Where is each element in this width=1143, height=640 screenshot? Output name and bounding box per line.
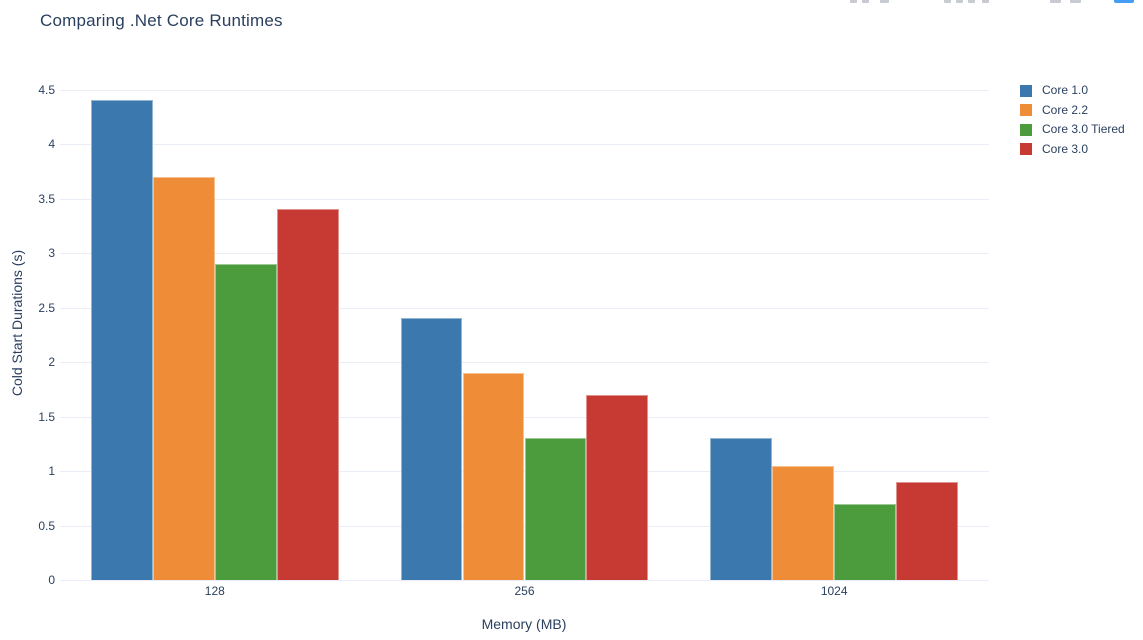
y-tick-label: 0.5 [38, 518, 55, 533]
modebar-button-icon[interactable] [956, 0, 963, 3]
gridline [60, 89, 989, 91]
gridline [60, 580, 989, 581]
bar[interactable] [91, 100, 153, 580]
legend-label: Core 1.0 [1042, 83, 1089, 97]
y-tick-label: 1 [48, 464, 55, 478]
bar[interactable] [462, 372, 525, 580]
gridline [60, 253, 989, 254]
y-tick-label: 3 [48, 246, 55, 260]
bar[interactable] [152, 176, 215, 580]
bar[interactable] [276, 209, 339, 580]
y-tick-label: 3.5 [38, 191, 55, 206]
bar[interactable] [524, 438, 587, 580]
x-axis-title: Memory (MB) [481, 616, 567, 632]
bar[interactable] [834, 503, 897, 580]
x-tick-label: 128 [204, 584, 225, 598]
legend-item[interactable]: Core 2.2 [1020, 102, 1125, 117]
legend-item[interactable]: Core 1.0 [1020, 84, 1125, 97]
x-tick-label: 1024 [820, 584, 848, 598]
bar[interactable] [400, 318, 463, 580]
plotly-logo-icon[interactable] [1114, 0, 1134, 3]
bar[interactable] [586, 394, 649, 580]
legend-label: Core 3.0 Tiered [1042, 122, 1125, 136]
y-tick-label: 0 [48, 573, 55, 587]
modebar [0, 0, 1143, 5]
legend-swatch [1020, 104, 1032, 116]
legend-swatch [1020, 123, 1032, 136]
modebar-button-icon[interactable] [862, 0, 869, 3]
chart-title: Comparing .Net Core Runtimes [40, 11, 283, 30]
legend-item[interactable]: Core 3.0 [1020, 141, 1125, 156]
legend-swatch [1020, 143, 1032, 155]
modebar-button-icon[interactable] [982, 0, 989, 3]
modebar-button-icon[interactable] [850, 0, 857, 3]
bar[interactable] [896, 481, 958, 580]
y-tick-label: 4.5 [38, 82, 55, 97]
y-tick-label: 2 [48, 355, 55, 369]
bar[interactable] [710, 438, 773, 580]
legend-label: Core 3.0 [1042, 141, 1089, 156]
y-tick-label: 1.5 [38, 409, 55, 424]
gridline [60, 362, 989, 363]
x-tick-label: 256 [514, 584, 535, 598]
modebar-button-icon[interactable] [968, 0, 975, 3]
y-tick-label: 4 [48, 137, 55, 151]
y-axis-title: Cold Start Durations (s) [9, 249, 25, 397]
legend-item[interactable]: Core 3.0 Tiered [1020, 123, 1125, 136]
modebar-button-icon[interactable] [880, 0, 889, 3]
legend-swatch [1020, 84, 1032, 97]
gridline [60, 307, 989, 309]
modebar-button-icon[interactable] [1050, 0, 1061, 3]
gridline [60, 144, 989, 145]
bar[interactable] [772, 465, 835, 581]
legend-label: Core 2.2 [1042, 102, 1089, 117]
gridline [60, 416, 989, 418]
y-tick-label: 2.5 [38, 300, 55, 315]
legend: Core 1.0 Core 2.2 Core 3.0 Tiered Core 3.0 [1020, 84, 1125, 156]
bar[interactable] [214, 263, 277, 580]
modebar-button-icon[interactable] [1070, 0, 1081, 3]
modebar-button-icon[interactable] [944, 0, 951, 3]
gridline [60, 198, 989, 200]
